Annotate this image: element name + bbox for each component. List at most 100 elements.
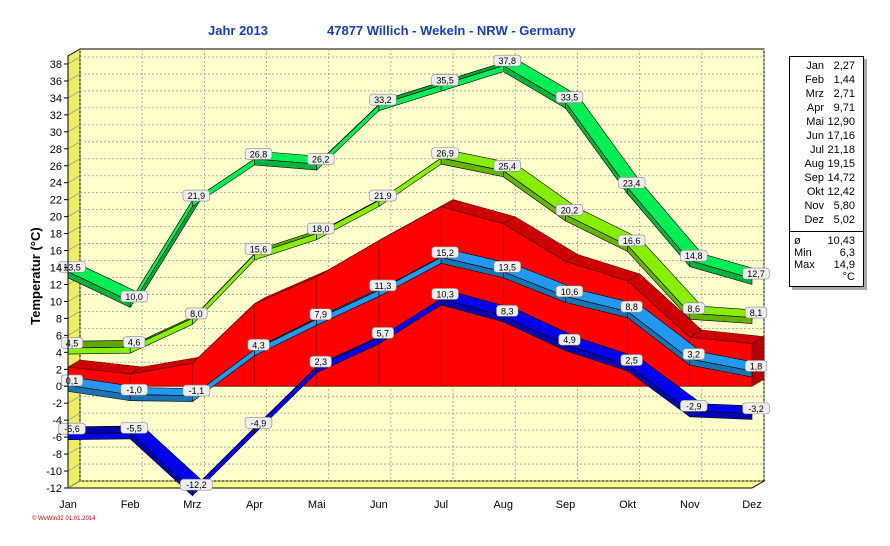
value-label-box	[680, 249, 708, 262]
value-label-box	[309, 355, 332, 368]
legend-label: Okt	[806, 186, 824, 198]
value-label-box	[371, 327, 395, 339]
y-tick-label: 30	[50, 127, 62, 139]
value-label: 4,3	[252, 340, 265, 350]
gridline-side	[67, 226, 81, 234]
legend-label: Nov	[804, 200, 824, 212]
y-tick-label: 14	[50, 263, 62, 275]
value-label-box	[307, 222, 335, 235]
legend-unit-label: °C	[842, 271, 855, 283]
y-tick-label: 22	[50, 195, 62, 207]
value-label: 5,7	[377, 328, 390, 338]
value-label-box	[744, 306, 768, 319]
gridline-side	[67, 107, 81, 116]
legend-value: 9,71	[833, 102, 855, 114]
legend-value: 17,16	[827, 130, 855, 142]
y-tick-label: 12	[50, 279, 62, 291]
value-label: 10,0	[125, 292, 143, 302]
x-tick-label: Nov	[680, 499, 700, 511]
value-label-box	[182, 384, 211, 397]
value-label-box	[620, 300, 643, 313]
value-label-box	[58, 260, 86, 273]
gridline-side	[67, 56, 81, 65]
y-tick-label: -12	[46, 483, 62, 495]
y-tick-label: 16	[50, 246, 62, 258]
value-label-box	[58, 422, 86, 435]
value-label: 21,9	[374, 191, 392, 201]
legend-value: 12,42	[827, 186, 855, 198]
chart-title-station: 47877 Willich - Wekeln - NRW - Germany	[327, 23, 576, 38]
x-tick-label: Aug	[493, 499, 513, 511]
value-label-box	[496, 305, 519, 317]
value-label: -4,9	[251, 418, 267, 428]
x-tick-label: Apr	[246, 499, 263, 511]
value-label-box	[244, 243, 273, 255]
y-tick-label: 18	[50, 229, 62, 241]
legend-unit: °C	[790, 271, 863, 284]
value-label: 8,1	[750, 308, 763, 318]
x-tick-label: Mrz	[183, 499, 201, 511]
value-label-box	[247, 338, 270, 351]
value-label: 3,2	[688, 350, 701, 360]
value-label-box	[493, 54, 521, 67]
value-label: 37,8	[499, 56, 517, 66]
value-label: 33,5	[561, 93, 579, 103]
value-label-box	[309, 308, 332, 321]
y-axis-title: Temperatur (°C)	[28, 227, 43, 324]
value-label-box	[182, 189, 211, 202]
value-label: -1,1	[189, 386, 205, 396]
y-tick-label: 24	[50, 178, 62, 190]
gridline-side	[67, 463, 81, 472]
ribbon-meanmin-front	[129, 394, 193, 402]
value-label: 15,6	[250, 244, 268, 254]
y-tick-label: 32	[50, 110, 62, 122]
gridline-side	[67, 311, 81, 319]
value-label-box	[620, 354, 643, 366]
value-label-box	[555, 285, 584, 298]
legend-month-row: Dez 5,02	[790, 214, 863, 227]
gridline-side	[67, 73, 81, 82]
gridline-side	[67, 294, 81, 302]
value-label: 1,8	[750, 361, 763, 371]
value-label: 26,8	[250, 149, 268, 159]
legend-value: 2,27	[833, 60, 855, 72]
value-label: 15,2	[436, 248, 454, 258]
value-label: -5,6	[64, 424, 80, 434]
value-label-box	[558, 333, 581, 346]
gridline-side	[67, 412, 81, 421]
legend-month-row: Mai 12,90	[790, 116, 863, 129]
legend-value: 6,3	[839, 247, 855, 259]
legend-month-row: Jul 21,18	[790, 144, 863, 157]
value-label-box	[369, 93, 397, 106]
value-label-box	[744, 360, 768, 372]
y-tick-label: 4	[56, 347, 62, 359]
value-label-box	[431, 246, 459, 259]
value-label: 23,4	[623, 178, 641, 188]
legend-month-row: Aug 19,15	[790, 158, 863, 171]
legend-label: Jan	[806, 60, 824, 72]
legend-month-row: Sep 14,72	[790, 172, 863, 185]
y-tick-label: 0	[56, 381, 62, 393]
value-label: 13,5	[63, 262, 81, 272]
value-label: 8,6	[688, 304, 701, 314]
value-label-box	[493, 160, 521, 172]
value-label-box	[680, 400, 708, 412]
ribbon-absmax-front	[689, 260, 753, 285]
value-label: 7,9	[314, 310, 327, 320]
y-tick-label: 8	[56, 313, 62, 325]
y-tick-label: 20	[50, 212, 62, 224]
value-label-box	[742, 267, 770, 280]
x-tick-label: Jan	[59, 499, 77, 511]
y-tick-label: 28	[50, 144, 62, 156]
y-tick-label: -4	[52, 415, 62, 427]
gridline-side	[67, 328, 81, 336]
x-tick-label: Okt	[619, 499, 636, 511]
monthly-mean-legend: Jan 2,27 Feb 1,44 Mrz 2,71 Apr 9,71 Mai 12,90 Jun 1…	[789, 56, 864, 287]
legend-value: 14,9	[833, 259, 855, 271]
gridline-side	[67, 175, 81, 184]
value-label: 4,9	[563, 335, 576, 345]
legend-stat-row: ø 10,43	[790, 235, 863, 248]
legend-label: Aug	[804, 158, 824, 170]
gridline-side	[67, 124, 81, 133]
